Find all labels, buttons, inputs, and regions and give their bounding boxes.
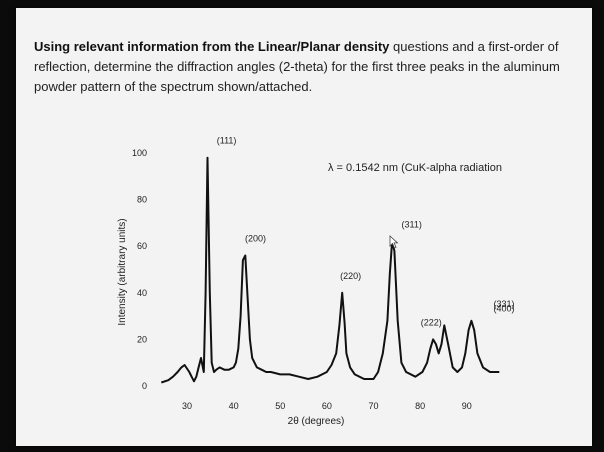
- peak-label: (311): [402, 220, 422, 230]
- x-tick-label: 40: [229, 401, 239, 411]
- x-tick-label: 50: [275, 401, 285, 411]
- y-tick-label: 80: [137, 195, 147, 205]
- x-axis-ticks: 30 40 50 60 70 80 90: [182, 401, 472, 411]
- question-rest-text: questions and a first-order of reflectio…: [34, 39, 560, 94]
- question-bold-text: Using relevant information from the Line…: [34, 39, 390, 54]
- x-tick-label: 90: [462, 401, 472, 411]
- x-tick-label: 60: [322, 401, 332, 411]
- y-tick-label: 0: [142, 381, 147, 391]
- x-axis-label: 2θ (degrees): [288, 416, 345, 427]
- peak-label: (400): [493, 303, 514, 313]
- y-tick-label: 20: [137, 334, 147, 344]
- question-text: Using relevant information from the Line…: [34, 37, 582, 97]
- peak-labels: (111) (200) (220) (311) (222) (400)(331): [217, 136, 515, 328]
- x-tick-label: 80: [415, 401, 425, 411]
- chart-annotation: λ = 0.1542 nm (CuK-alpha radiation: [328, 162, 502, 174]
- peak-label: (222): [421, 317, 442, 327]
- x-tick-label: 30: [182, 401, 192, 411]
- peak-label: (111): [217, 136, 237, 146]
- mouse-cursor-icon: [389, 235, 399, 249]
- y-tick-label: 100: [132, 148, 147, 158]
- y-axis-label: Intensity (arbitrary units): [117, 218, 128, 325]
- xrd-chart: 0 20 40 60 80 100 30 40 50 60 70 80 90 λ = 0.1542 n…: [117, 136, 515, 427]
- y-axis-ticks: 0 20 40 60 80 100: [132, 148, 147, 391]
- peak-label: (331): [493, 299, 514, 309]
- peak-label: (220): [340, 271, 361, 281]
- y-tick-label: 60: [137, 241, 147, 251]
- x-tick-label: 70: [368, 401, 378, 411]
- spectrum-line: [160, 156, 500, 384]
- peak-label: (200): [245, 234, 266, 244]
- y-tick-label: 40: [137, 288, 147, 298]
- document-sheet: Using relevant information from the Line…: [16, 8, 592, 446]
